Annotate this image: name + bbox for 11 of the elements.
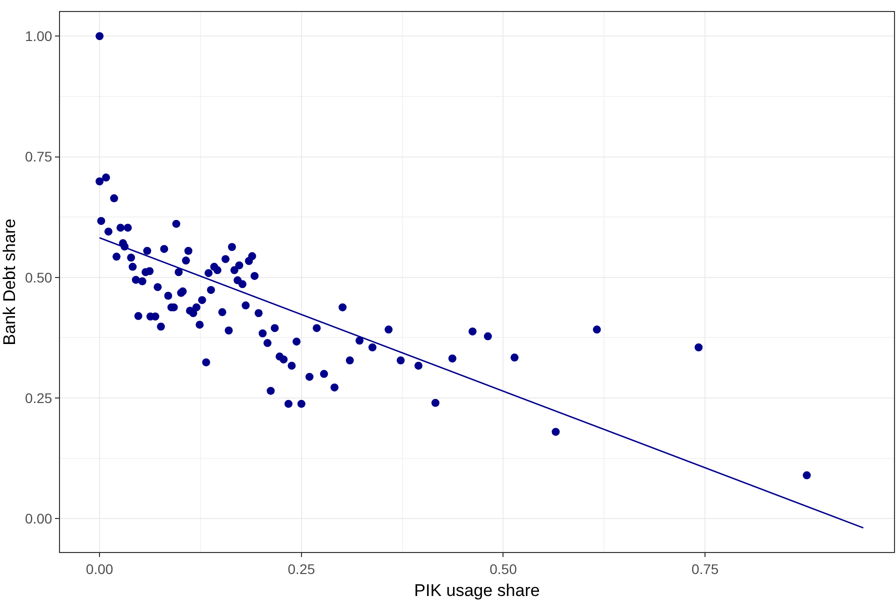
x-tick-label: 0.75 (691, 560, 719, 577)
x-tick-label: 0.00 (86, 560, 114, 577)
y-tick-label: 1.00 (24, 28, 52, 44)
x-tick-label: 0.50 (490, 560, 518, 577)
y-tick-label: 0.00 (24, 510, 52, 527)
y-tick-label: 0.75 (24, 148, 52, 165)
y-tick-label: 0.25 (24, 390, 52, 406)
x-axis-title: PIK usage share (414, 581, 540, 600)
y-axis-title: Bank Debt share (0, 218, 19, 346)
x-tick-label: 0.25 (288, 560, 316, 577)
y-tick-label: 0.50 (24, 269, 52, 286)
